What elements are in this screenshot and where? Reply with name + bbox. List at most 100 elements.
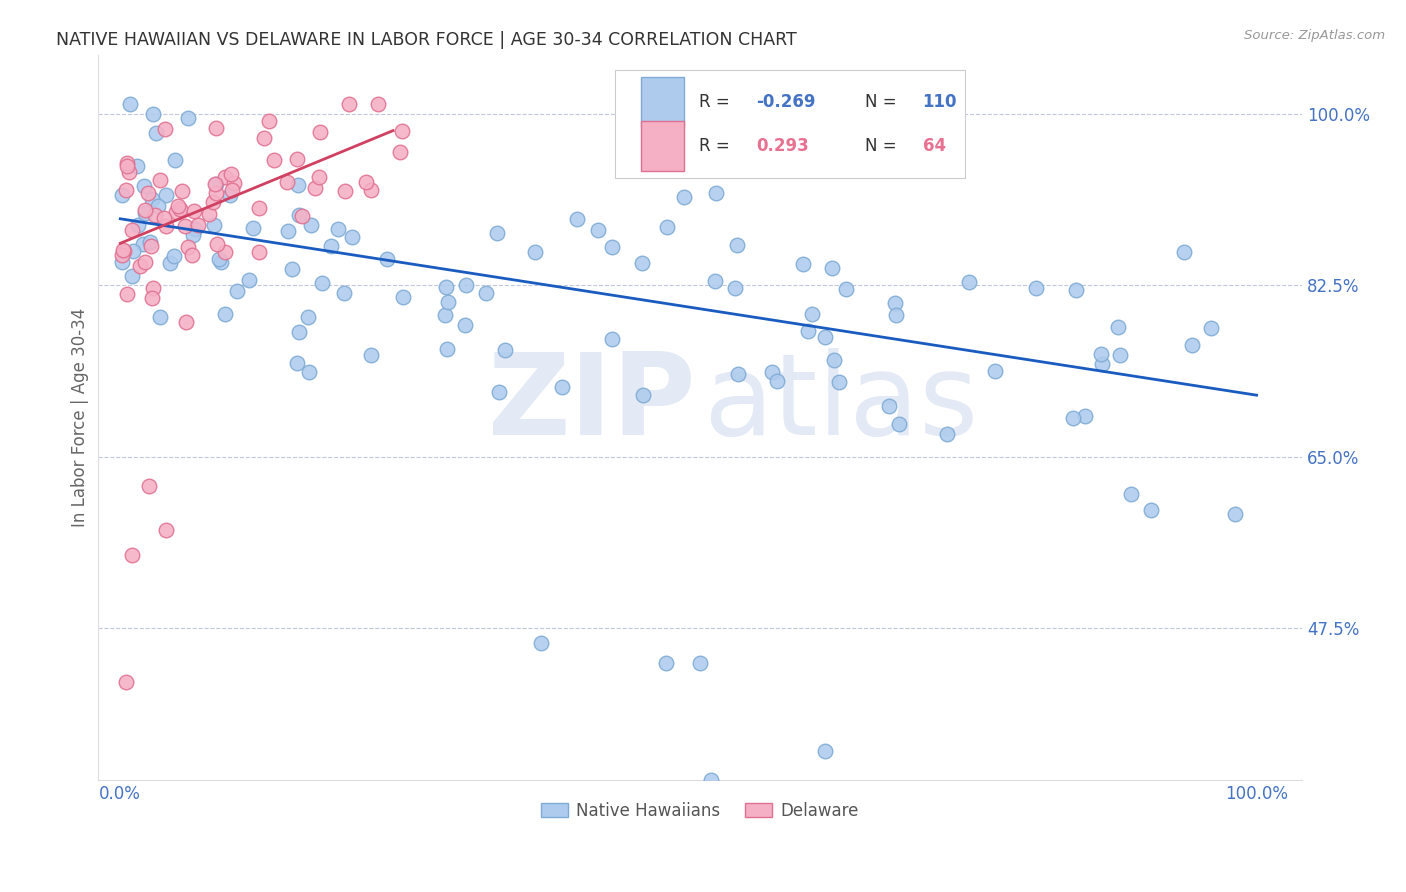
Point: [153, 211, 176, 225]
Point: [134, 254, 156, 268]
Point: [437, 295, 460, 310]
Point: [121, 548, 143, 562]
Point: [134, 205, 156, 219]
Point: [823, 353, 845, 368]
Point: [877, 399, 900, 413]
Point: [111, 243, 134, 257]
Point: [724, 281, 747, 295]
Point: [181, 248, 204, 262]
Point: [111, 188, 134, 202]
Point: [375, 252, 398, 267]
Point: [367, 97, 389, 112]
Point: [115, 156, 138, 170]
Point: [155, 524, 177, 538]
Point: [567, 211, 589, 226]
Point: [222, 176, 245, 190]
Point: [1173, 245, 1195, 260]
Point: [209, 254, 232, 268]
Point: [485, 226, 508, 240]
Point: [205, 120, 228, 135]
FancyBboxPatch shape: [641, 77, 685, 127]
Point: [494, 343, 516, 357]
Point: [163, 249, 186, 263]
Point: [524, 244, 547, 259]
Point: [202, 218, 225, 232]
Point: [214, 245, 236, 260]
Point: [335, 184, 357, 198]
Point: [120, 97, 142, 112]
Point: [797, 324, 820, 338]
Point: [354, 175, 377, 189]
Point: [1180, 337, 1202, 351]
Point: [142, 107, 165, 121]
Point: [633, 388, 655, 402]
Point: [704, 186, 727, 200]
Point: [800, 307, 823, 321]
Point: [247, 201, 270, 215]
Text: Source: ZipAtlas.com: Source: ZipAtlas.com: [1244, 29, 1385, 42]
Text: 64: 64: [922, 137, 946, 155]
Point: [454, 277, 477, 292]
Point: [136, 186, 159, 200]
Point: [1066, 283, 1088, 297]
Point: [145, 127, 167, 141]
Point: [530, 636, 553, 650]
Point: [291, 209, 314, 223]
Point: [117, 159, 139, 173]
Text: N =: N =: [865, 137, 901, 155]
Point: [174, 315, 197, 329]
Point: [115, 287, 138, 301]
Point: [814, 329, 837, 343]
Point: [630, 255, 652, 269]
Point: [149, 310, 172, 324]
Point: [1225, 507, 1247, 521]
Point: [821, 260, 844, 275]
Point: [214, 307, 236, 321]
Text: R =: R =: [699, 93, 734, 111]
Text: atlas: atlas: [703, 348, 979, 458]
Point: [166, 199, 188, 213]
Point: [139, 239, 162, 253]
Point: [311, 277, 333, 291]
Point: [391, 124, 413, 138]
Point: [159, 256, 181, 270]
Point: [551, 379, 574, 393]
Point: [219, 188, 242, 202]
Point: [143, 209, 166, 223]
Point: [198, 207, 221, 221]
Point: [434, 308, 457, 322]
Point: [115, 675, 138, 690]
Point: [333, 285, 356, 300]
Point: [654, 656, 676, 670]
Point: [187, 218, 209, 232]
Point: [281, 261, 304, 276]
Point: [792, 257, 814, 271]
Point: [141, 192, 163, 206]
Point: [321, 239, 343, 253]
Point: [308, 169, 330, 184]
Point: [172, 184, 194, 198]
Point: [138, 479, 160, 493]
Point: [183, 227, 205, 242]
Point: [163, 153, 186, 167]
Point: [1074, 409, 1097, 424]
Point: [884, 308, 907, 322]
Point: [887, 417, 910, 431]
Point: [253, 131, 276, 145]
Point: [121, 268, 143, 283]
Point: [153, 122, 176, 136]
Point: [142, 281, 165, 295]
Point: [984, 364, 1007, 378]
Point: [298, 365, 321, 379]
Point: [141, 291, 163, 305]
Point: [1109, 348, 1132, 362]
Point: [110, 248, 132, 262]
Point: [132, 179, 155, 194]
Point: [225, 284, 247, 298]
Point: [287, 325, 309, 339]
Point: [127, 218, 149, 232]
Point: [340, 229, 363, 244]
Point: [121, 244, 143, 258]
Point: [1062, 411, 1084, 425]
Point: [600, 333, 623, 347]
